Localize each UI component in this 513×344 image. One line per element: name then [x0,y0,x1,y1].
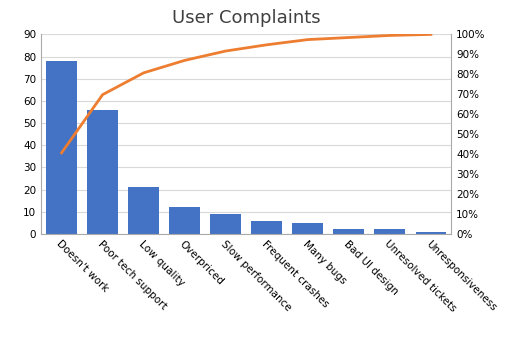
Bar [169,207,200,234]
Bar [292,223,323,234]
Bar [333,229,364,234]
Bar [128,187,159,234]
Title: User Complaints: User Complaints [172,9,321,27]
Bar [251,221,282,234]
Bar [374,229,405,234]
Bar [87,110,118,234]
Bar [416,232,446,234]
Bar [210,214,241,234]
Bar [46,61,77,234]
